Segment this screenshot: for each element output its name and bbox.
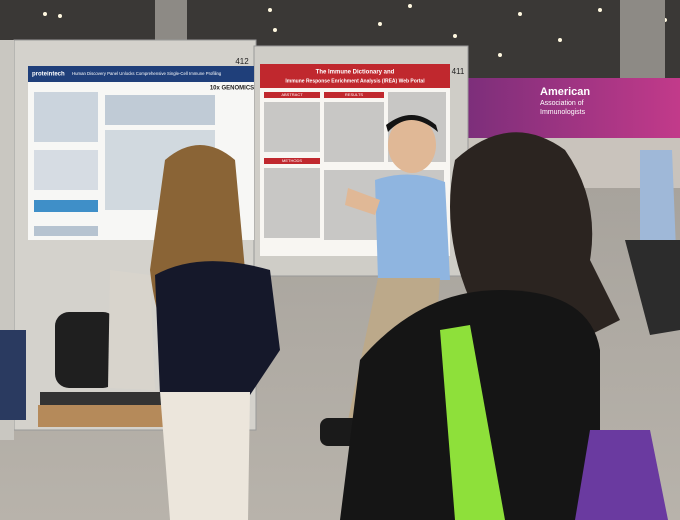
section-title: RESULTS (345, 92, 363, 97)
person-pants (625, 240, 680, 335)
pillar (155, 0, 187, 45)
person-pants (160, 392, 250, 520)
banner-line: Immunologists (540, 109, 586, 116)
pillar (620, 0, 665, 80)
person-shirt (640, 150, 676, 250)
poster-header (260, 64, 450, 88)
backpack (55, 312, 117, 388)
poster-title: Immune Response Enrichment Analysis (IRE… (285, 78, 425, 84)
poster-title: Human Discovery Panel Unlocks Comprehens… (72, 71, 222, 76)
person-hair (450, 132, 620, 340)
person-shoe (320, 418, 360, 446)
poster-header (28, 66, 254, 82)
section-title: METHODS (282, 158, 302, 163)
section-title: ABSTRACT (281, 92, 303, 97)
banner-line: American (540, 86, 590, 98)
person-top (155, 261, 280, 395)
bag (0, 330, 26, 420)
person-hand (345, 188, 380, 215)
tube (38, 405, 173, 427)
tube (40, 392, 180, 406)
person-shirt (375, 174, 450, 280)
person-head (388, 117, 436, 173)
booth-number: 411 (452, 67, 465, 76)
poster-title: The Immune Dictionary and (316, 70, 395, 76)
poster-logo: proteintech (32, 72, 65, 78)
bag (108, 270, 155, 390)
section-header (264, 158, 320, 164)
person-hair (386, 115, 438, 132)
bag (575, 430, 668, 520)
person-bag-strap (440, 325, 505, 520)
banner-line: Association of (540, 100, 584, 107)
section-header (324, 92, 384, 98)
booth-number: 412 (235, 57, 249, 66)
section-header (264, 92, 320, 98)
banner (460, 78, 680, 138)
poster-sponsor: 10x GENOMICS (210, 86, 254, 92)
